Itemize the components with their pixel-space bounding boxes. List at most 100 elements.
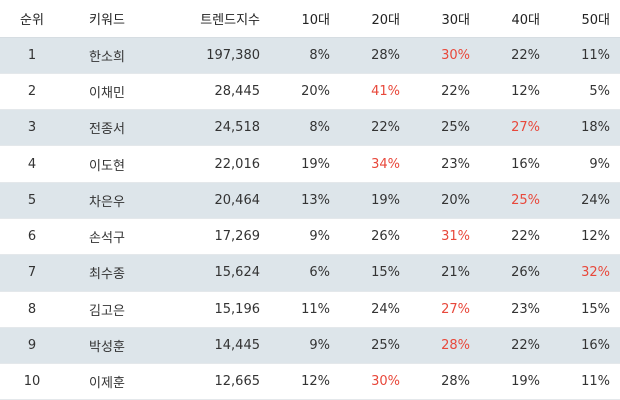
trend-index-cell: 28,445: [150, 73, 270, 111]
header-row: 순위 키워드 트렌드지수 10대 20대 30대 40대 50대: [0, 0, 620, 38]
age-30s-cell: 27%: [410, 291, 480, 328]
age-10s-cell: 12%: [270, 363, 340, 400]
trend-index-cell: 197,380: [150, 37, 270, 74]
age-40s-cell: 19%: [480, 363, 550, 400]
age-30s-cell: 23%: [410, 145, 480, 183]
keyword-cell: 김고은: [64, 291, 150, 328]
age-20s-cell: 34%: [340, 145, 410, 183]
trend-index-cell: 12,665: [150, 363, 270, 400]
header-age-10s: 10대: [270, 0, 340, 38]
age-30s-cell: 28%: [410, 327, 480, 365]
table-row: 8 김고은 15,196 11% 24% 27% 23% 15%: [0, 291, 620, 328]
rank-cell: 4: [0, 145, 64, 183]
trend-index-cell: 15,624: [150, 254, 270, 292]
table-row: 1 한소희 197,380 8% 28% 30% 22% 11%: [0, 37, 620, 74]
age-40s-cell: 22%: [480, 327, 550, 365]
age-40s-cell: 16%: [480, 145, 550, 183]
age-50s-cell: 9%: [550, 145, 620, 183]
rank-cell: 8: [0, 291, 64, 328]
header-age-20s: 20대: [340, 0, 410, 38]
rank-cell: 2: [0, 73, 64, 111]
age-40s-cell: 25%: [480, 182, 550, 219]
age-10s-cell: 9%: [270, 218, 340, 256]
age-20s-cell: 15%: [340, 254, 410, 292]
age-20s-cell: 22%: [340, 109, 410, 147]
age-50s-cell: 11%: [550, 363, 620, 400]
age-20s-cell: 28%: [340, 37, 410, 74]
header-keyword: 키워드: [64, 0, 150, 38]
age-20s-cell: 41%: [340, 73, 410, 111]
age-10s-cell: 19%: [270, 145, 340, 183]
age-10s-cell: 9%: [270, 327, 340, 365]
table-row: 2 이채민 28,445 20% 41% 22% 12% 5%: [0, 73, 620, 111]
age-50s-cell: 5%: [550, 73, 620, 111]
header-age-30s: 30대: [410, 0, 480, 38]
rank-cell: 6: [0, 218, 64, 256]
age-30s-cell: 20%: [410, 182, 480, 219]
age-40s-cell: 12%: [480, 73, 550, 111]
age-20s-cell: 24%: [340, 291, 410, 328]
age-40s-cell: 22%: [480, 37, 550, 74]
rank-cell: 10: [0, 363, 64, 400]
age-20s-cell: 26%: [340, 218, 410, 256]
age-20s-cell: 30%: [340, 363, 410, 400]
table-row: 9 박성훈 14,445 9% 25% 28% 22% 16%: [0, 327, 620, 365]
trend-index-cell: 22,016: [150, 145, 270, 183]
age-50s-cell: 16%: [550, 327, 620, 365]
age-10s-cell: 8%: [270, 109, 340, 147]
keyword-cell: 이채민: [64, 73, 150, 111]
table-row: 7 최수종 15,624 6% 15% 21% 26% 32%: [0, 254, 620, 292]
age-30s-cell: 30%: [410, 37, 480, 74]
header-trend-index: 트렌드지수: [150, 0, 270, 38]
age-10s-cell: 11%: [270, 291, 340, 328]
trend-index-cell: 17,269: [150, 218, 270, 256]
header-rank: 순위: [0, 0, 64, 38]
keyword-cell: 최수종: [64, 254, 150, 292]
keyword-cell: 차은우: [64, 182, 150, 219]
age-30s-cell: 25%: [410, 109, 480, 147]
age-40s-cell: 26%: [480, 254, 550, 292]
trend-index-cell: 20,464: [150, 182, 270, 219]
header-age-40s: 40대: [480, 0, 550, 38]
age-40s-cell: 22%: [480, 218, 550, 256]
age-10s-cell: 8%: [270, 37, 340, 74]
age-50s-cell: 15%: [550, 291, 620, 328]
keyword-cell: 손석구: [64, 218, 150, 256]
table-row: 4 이도현 22,016 19% 34% 23% 16% 9%: [0, 145, 620, 183]
keyword-cell: 박성훈: [64, 327, 150, 365]
rank-cell: 9: [0, 327, 64, 365]
age-20s-cell: 19%: [340, 182, 410, 219]
trend-index-cell: 14,445: [150, 327, 270, 365]
age-50s-cell: 12%: [550, 218, 620, 256]
age-10s-cell: 13%: [270, 182, 340, 219]
keyword-cell: 이제훈: [64, 363, 150, 400]
age-40s-cell: 23%: [480, 291, 550, 328]
keyword-cell: 이도현: [64, 145, 150, 183]
keyword-cell: 전종서: [64, 109, 150, 147]
age-20s-cell: 25%: [340, 327, 410, 365]
table-row: 6 손석구 17,269 9% 26% 31% 22% 12%: [0, 218, 620, 256]
rank-cell: 7: [0, 254, 64, 292]
age-40s-cell: 27%: [480, 109, 550, 147]
table-row: 10 이제훈 12,665 12% 30% 28% 19% 11%: [0, 363, 620, 400]
age-50s-cell: 32%: [550, 254, 620, 292]
header-age-50s: 50대: [550, 0, 620, 38]
age-50s-cell: 18%: [550, 109, 620, 147]
age-30s-cell: 22%: [410, 73, 480, 111]
trend-index-cell: 15,196: [150, 291, 270, 328]
rank-cell: 3: [0, 109, 64, 147]
rank-cell: 5: [0, 182, 64, 219]
age-30s-cell: 31%: [410, 218, 480, 256]
rank-cell: 1: [0, 37, 64, 74]
age-30s-cell: 21%: [410, 254, 480, 292]
table-row: 3 전종서 24,518 8% 22% 25% 27% 18%: [0, 109, 620, 147]
trend-index-cell: 24,518: [150, 109, 270, 147]
keyword-cell: 한소희: [64, 37, 150, 74]
age-50s-cell: 11%: [550, 37, 620, 74]
age-30s-cell: 28%: [410, 363, 480, 400]
table-row: 5 차은우 20,464 13% 19% 20% 25% 24%: [0, 182, 620, 219]
age-10s-cell: 20%: [270, 73, 340, 111]
age-50s-cell: 24%: [550, 182, 620, 219]
age-10s-cell: 6%: [270, 254, 340, 292]
